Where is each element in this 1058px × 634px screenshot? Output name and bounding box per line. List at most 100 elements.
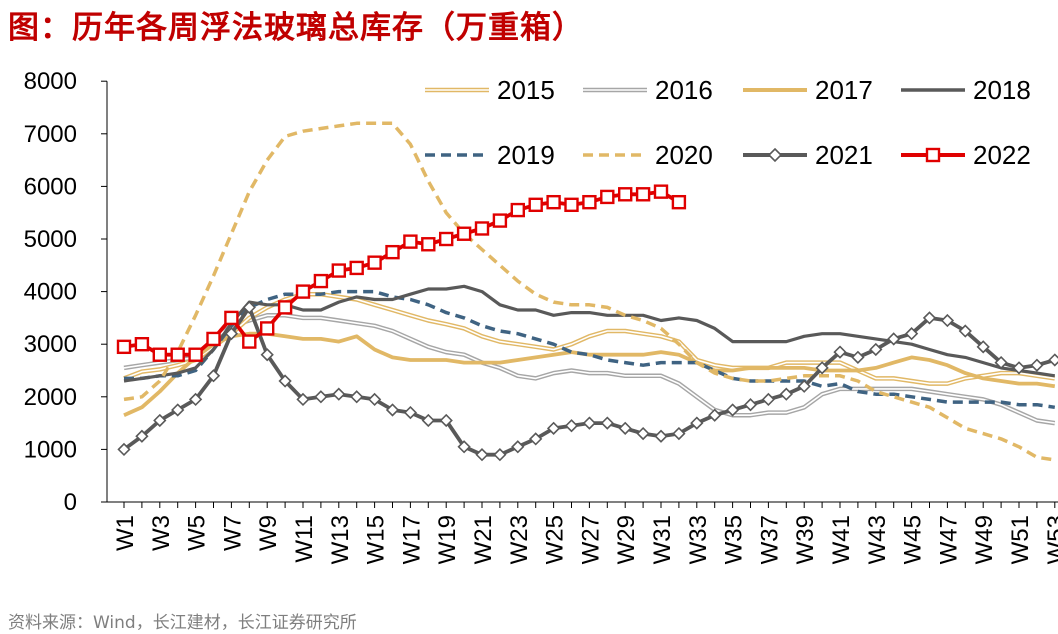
point-2021 [385, 403, 400, 417]
x-tick-label: W7 [219, 515, 246, 551]
point-2021 [797, 379, 811, 393]
legend-item-2015: 2015 [425, 75, 555, 105]
x-tick-label: W11 [291, 515, 318, 563]
x-tick-label: W49 [971, 515, 998, 564]
point-2021 [618, 421, 632, 435]
point-2021 [421, 413, 435, 428]
x-tick-label: W1 [112, 515, 139, 551]
point-2021 [546, 421, 561, 435]
x-tick-label: W43 [864, 515, 891, 564]
x-tick-label: W3 [148, 515, 175, 551]
x-tick-label: W21 [470, 515, 497, 564]
point-2021 [475, 448, 489, 462]
y-tick-label: 1000 [24, 436, 77, 463]
series-2020 [123, 121, 1056, 462]
series-line-2015 [123, 291, 1056, 386]
point-2022 [331, 263, 346, 278]
y-tick-label: 4000 [24, 279, 77, 306]
legend-item-2017: 2017 [743, 75, 873, 105]
x-tick-label: W31 [649, 515, 676, 564]
point-2022 [116, 339, 132, 355]
y-tick-label: 7000 [24, 121, 77, 148]
chart-series [116, 121, 1058, 462]
x-tick-label: W39 [792, 515, 819, 564]
x-tick-label: W15 [363, 515, 390, 564]
page-title: 图：历年各周浮法玻璃总库存（万重箱） [8, 10, 584, 46]
series-2015 [123, 291, 1056, 386]
point-2021 [296, 392, 310, 407]
point-2021 [779, 387, 793, 401]
point-2021 [976, 340, 990, 354]
x-tick-label: W47 [935, 515, 962, 564]
legend-label: 2016 [655, 75, 713, 105]
series-line-2022 [123, 189, 680, 357]
point-2021 [457, 440, 471, 454]
point-2021 [654, 429, 668, 443]
x-tick-label: W29 [613, 515, 640, 564]
point-2022 [456, 226, 472, 241]
point-2021 [869, 342, 883, 357]
point-2021 [887, 332, 901, 346]
point-2021 [403, 405, 418, 420]
point-2022 [367, 255, 382, 270]
point-2022 [170, 347, 185, 362]
x-tick-label: W33 [685, 515, 712, 564]
series-line-2020 [123, 121, 1056, 462]
point-2022 [671, 194, 687, 210]
point-2022 [421, 237, 436, 252]
x-tick-label: W5 [184, 515, 211, 551]
legend-label: 2017 [815, 75, 873, 105]
y-tick-label: 3000 [24, 331, 77, 358]
y-tick-label: 6000 [24, 173, 77, 200]
y-tick-label: 0 [64, 489, 77, 516]
point-2021 [242, 300, 256, 315]
point-2021 [367, 392, 382, 407]
legend-label: 2022 [973, 140, 1031, 170]
point-2021 [725, 403, 740, 417]
legend-item-2016: 2016 [583, 75, 713, 105]
point-2021 [529, 432, 543, 446]
y-tick-label: 8000 [24, 68, 77, 95]
point-2022 [313, 273, 329, 289]
point-2022 [474, 221, 490, 236]
point-2022 [635, 187, 651, 202]
point-2022 [653, 184, 669, 199]
point-2021 [994, 355, 1008, 370]
x-tick-label: W41 [828, 515, 855, 564]
point-2021 [1030, 358, 1044, 372]
legend-marker [767, 147, 783, 163]
point-2021 [761, 392, 776, 407]
point-2021 [493, 448, 507, 462]
point-2021 [117, 442, 131, 457]
point-2021 [690, 416, 704, 430]
legend-item-2018: 2018 [901, 75, 1031, 105]
legend-label: 2018 [973, 75, 1031, 105]
x-tick-label: W37 [756, 515, 783, 564]
point-2021 [958, 324, 972, 338]
point-2022 [349, 260, 364, 276]
legend-label: 2015 [497, 75, 555, 105]
point-2022 [492, 213, 508, 228]
point-2022 [403, 234, 418, 249]
y-tick-label: 5000 [24, 226, 77, 253]
x-tick-label: W9 [255, 515, 282, 551]
point-2022 [439, 231, 454, 247]
x-tick-label: W27 [577, 515, 604, 564]
legend-item-2019: 2019 [425, 140, 555, 170]
point-2021 [135, 429, 149, 443]
point-2021 [153, 413, 167, 428]
legend-item-2020: 2020 [583, 140, 713, 170]
x-tick-label: W45 [900, 515, 927, 564]
point-2021 [314, 390, 328, 404]
x-tick-label: W19 [434, 515, 461, 564]
series-2021 [117, 300, 1058, 462]
point-2022 [134, 337, 150, 352]
series-line-2017 [123, 331, 1056, 417]
x-tick-label: W51 [1007, 515, 1034, 564]
x-tick-label: W13 [327, 515, 354, 564]
point-2021 [350, 390, 364, 404]
point-2021 [439, 413, 453, 428]
point-2022 [582, 194, 597, 210]
x-tick-label: W25 [542, 515, 569, 564]
